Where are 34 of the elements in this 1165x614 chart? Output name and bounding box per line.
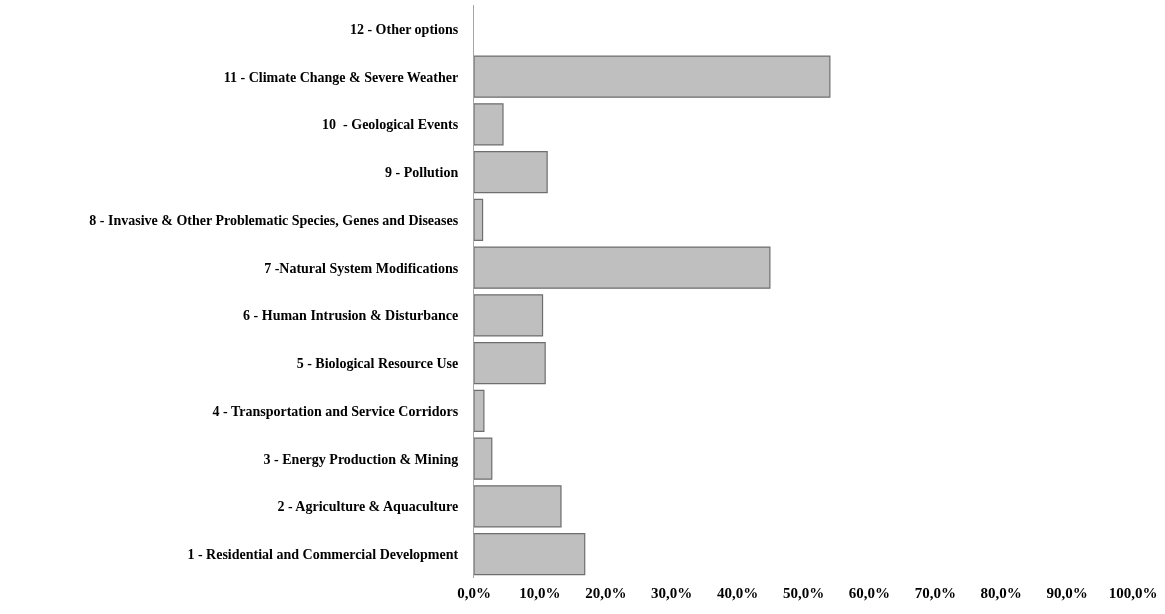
x-tick-label: 60,0%	[848, 585, 891, 601]
bar	[474, 103, 504, 146]
bar	[474, 437, 493, 480]
y-tick-label: 8 - Invasive & Other Problematic Species, Genes and Diseases	[89, 212, 459, 228]
bar	[474, 150, 548, 194]
x-tick-label: 20,0%	[585, 585, 627, 601]
y-tick-label: 9 - Pollution	[385, 165, 459, 181]
bar	[474, 389, 485, 433]
y-tick-label: 12 - Other options	[349, 21, 459, 37]
x-tick-label: 70,0%	[914, 585, 956, 601]
y-tick-label: 2 - Agriculture & Aquaculture	[277, 499, 459, 515]
x-tick-label: 100,0%	[1108, 585, 1158, 601]
bar	[474, 294, 544, 337]
y-tick-label: 1 - Residential and Commercial Development	[187, 547, 459, 563]
y-tick-label: 7 -Natural System Modifications	[264, 260, 459, 276]
bar	[474, 246, 771, 289]
bar	[474, 485, 562, 528]
bar	[474, 341, 546, 385]
bar	[474, 55, 831, 98]
x-tick-label: 50,0%	[782, 585, 825, 601]
y-tick-label: 5 - Biological Resource Use	[296, 356, 459, 372]
bar	[474, 532, 586, 576]
x-tick-label: 90,0%	[1046, 585, 1088, 601]
y-tick-label: 10 - Geological Events	[322, 117, 459, 133]
x-tick-label: 80,0%	[980, 585, 1022, 601]
x-tick-label: 10,0%	[519, 585, 561, 601]
x-tick-label: 30,0%	[651, 585, 693, 601]
y-tick-label: 4 - Transportation and Service Corridors	[212, 403, 459, 419]
y-tick-label: 11 - Climate Change & Severe Weather	[223, 69, 459, 85]
x-tick-label: 0,0%	[457, 585, 491, 601]
y-tick-label: 6 - Human Intrusion & Disturbance	[243, 308, 459, 324]
bar	[474, 198, 484, 242]
y-tick-label: 3 - Energy Production & Mining	[263, 451, 459, 467]
x-tick-label: 40,0%	[716, 585, 759, 601]
